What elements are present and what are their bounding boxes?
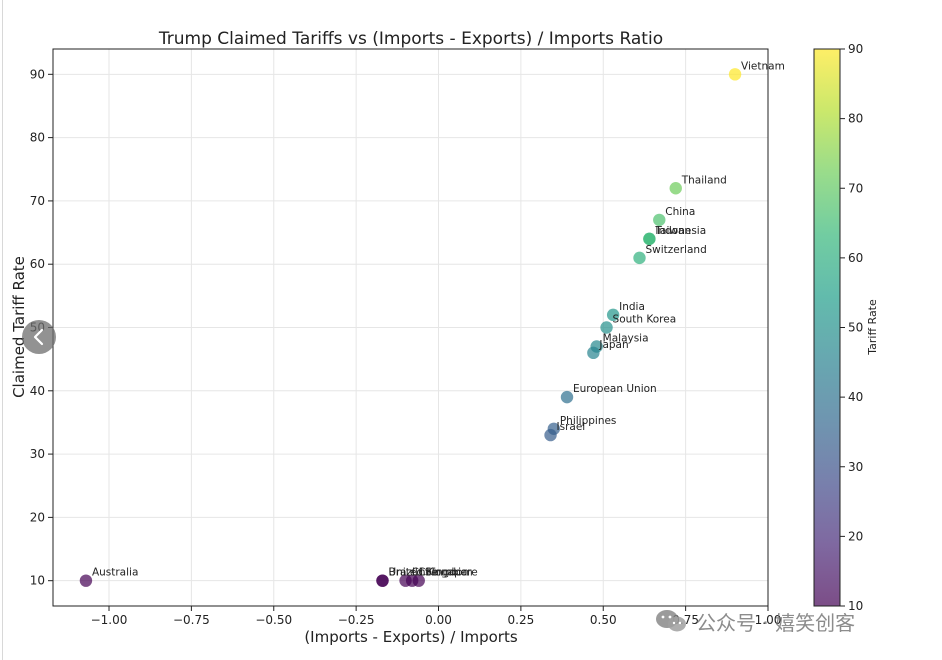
data-label: Singapore: [425, 567, 478, 579]
data-point: [669, 182, 682, 195]
data-label: China: [665, 206, 695, 218]
colorbar-tick-label: 70: [848, 181, 863, 195]
watermark: 公众号 · 嬉笑创客: [654, 606, 855, 636]
colorbar-tick-label: 10: [848, 599, 863, 613]
colorbar-tick-label: 60: [848, 251, 863, 265]
x-tick-label: 0.00: [425, 613, 452, 627]
data-label: Thailand: [681, 174, 727, 186]
x-tick-label: 0.50: [590, 613, 617, 627]
y-tick-label: 90: [30, 67, 45, 81]
y-tick-label: 60: [30, 257, 45, 271]
data-label: Colombia: [418, 567, 467, 579]
data-points: [79, 68, 742, 587]
x-tick-label: −0.50: [255, 613, 292, 627]
data-label: Japan: [598, 339, 628, 351]
data-point: [412, 574, 425, 587]
data-point: [728, 68, 742, 81]
data-label: Vietnam: [741, 60, 785, 72]
data-point: [600, 321, 613, 334]
data-point: [643, 232, 656, 246]
watermark-text: 公众号 · 嬉笑创客: [696, 610, 856, 635]
data-label: Indonesia: [655, 225, 706, 237]
data-point: [633, 251, 646, 265]
data-label: Philippines: [560, 415, 617, 427]
data-point: [544, 428, 557, 442]
prev-image-button[interactable]: [22, 320, 56, 354]
data-label: Chile: [412, 567, 438, 579]
data-label: Malaysia: [603, 332, 649, 344]
colorbar-title: Tariff Rate: [866, 299, 879, 356]
x-tick-label: 1.00: [755, 613, 782, 627]
colorbar-ticks: 10 20 30 40 50 60 70 80 90: [840, 42, 863, 613]
data-label: European Union: [573, 383, 657, 395]
colorbar: 10 20 30 40 50 60 70 80 90 Tariff Rate: [813, 42, 879, 613]
colorbar-tick-label: 50: [848, 321, 863, 335]
y-axis-title: Claimed Tariff Rate: [10, 256, 28, 398]
data-point: [606, 308, 620, 322]
chart-title: Trump Claimed Tariffs vs (Imports - Expo…: [158, 29, 663, 49]
axis-ticks: −1.00 −0.75 −0.50 −0.25 0.00 0.25 0.50 0.75 1.00…: [30, 67, 782, 627]
colorbar-tick-label: 30: [848, 460, 863, 474]
data-point: [79, 574, 93, 587]
x-tick-label: −1.00: [91, 613, 128, 627]
colorbar-tick-label: 90: [848, 42, 863, 56]
data-label: India: [619, 301, 645, 313]
data-point: [560, 390, 574, 404]
x-axis-title: (Imports - Exports) / Imports: [304, 628, 518, 646]
data-label: United Kingdom: [388, 567, 472, 579]
x-tick-label: 0.25: [508, 613, 535, 627]
frame-border: [2, 0, 3, 660]
y-tick-label: 20: [30, 510, 45, 524]
data-label: Australia: [92, 567, 138, 579]
x-tick-label: −0.75: [173, 613, 210, 627]
colorbar-gradient: [813, 48, 841, 607]
x-tick-label: −0.25: [338, 613, 375, 627]
data-point: [376, 574, 389, 587]
y-tick-label: 10: [30, 574, 45, 588]
y-tick-label: 30: [30, 447, 45, 461]
grid: [53, 49, 769, 606]
colorbar-tick-label: 20: [848, 529, 863, 543]
y-tick-label: 80: [30, 131, 45, 145]
data-label: South Korea: [613, 314, 677, 326]
y-tick-label: 40: [30, 384, 45, 398]
wechat-icon: [656, 610, 686, 632]
chevron-left-icon: [33, 328, 44, 346]
data-label: Israel: [557, 421, 586, 433]
data-label: Switzerland: [645, 244, 706, 256]
data-label: Brazil: [388, 567, 417, 579]
colorbar-tick-label: 80: [848, 112, 863, 126]
colorbar-tick-label: 40: [848, 390, 863, 404]
data-label: Taiwan: [654, 225, 691, 237]
y-tick-label: 70: [30, 194, 45, 208]
data-point: [587, 346, 600, 360]
data-point: [653, 213, 666, 227]
